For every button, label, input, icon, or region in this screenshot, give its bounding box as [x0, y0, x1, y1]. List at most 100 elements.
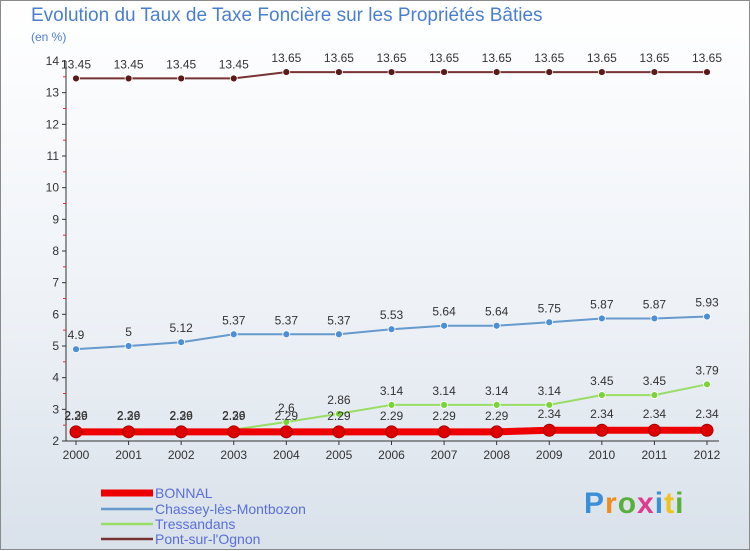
data-label: 2.34: [695, 407, 719, 421]
data-point: [229, 74, 238, 83]
chart-data-labels: 2.29 2.29 2.29 2.29 2.29 2.29 2.29 2.29 2.29 2.34…: [61, 51, 722, 423]
data-label: 5.37: [327, 313, 351, 327]
y-tick-label: 7: [52, 276, 59, 290]
data-label: 5.75: [538, 301, 562, 315]
data-label: 13.65: [639, 51, 669, 65]
data-point: [174, 425, 188, 439]
data-point: [597, 314, 606, 323]
data-point: [385, 425, 398, 439]
data-label: 2.29: [117, 409, 141, 423]
chart-axes: 2 3 4 5 6 7 8 9 10 11 12 13 14 2000 2001 2002 2003 2004 20…: [46, 54, 721, 462]
data-point: [332, 425, 346, 439]
data-label: 5.93: [695, 296, 719, 310]
data-label: 13.45: [166, 57, 196, 71]
data-label: 3.14: [485, 384, 509, 398]
data-label: 2.36: [64, 409, 88, 423]
data-point: [545, 68, 554, 76]
x-tick-label: 2011: [642, 448, 668, 462]
data-label: 2.29: [485, 409, 509, 423]
data-point: [545, 318, 554, 327]
data-label: 5.37: [275, 313, 299, 327]
x-tick-label: 2005: [326, 448, 353, 462]
data-label: 13.45: [61, 57, 91, 71]
y-tick-label: 13: [46, 86, 60, 100]
data-point: [177, 338, 186, 347]
data-label: 5.64: [485, 305, 509, 319]
data-point: [595, 423, 609, 437]
data-label: 3.45: [643, 374, 667, 388]
y-tick-label: 3: [52, 402, 59, 416]
data-point: [440, 68, 448, 76]
y-tick-label: 9: [52, 212, 59, 226]
data-label: 2.29: [222, 409, 246, 423]
logo-letter: i: [654, 487, 665, 520]
data-label: 2.86: [327, 393, 351, 407]
x-tick-label: 2004: [273, 448, 300, 462]
data-label: 5.12: [169, 321, 193, 335]
data-label: 5.87: [590, 297, 614, 311]
data-point: [282, 330, 291, 339]
data-point: [492, 321, 501, 330]
data-point: [282, 68, 291, 76]
legend-label-2: Tressandans: [155, 516, 235, 532]
data-label: 13.65: [534, 51, 564, 65]
data-point: [700, 423, 714, 437]
data-point: [72, 345, 80, 354]
data-point: [387, 400, 396, 409]
data-point: [437, 425, 451, 439]
x-tick-label: 2003: [220, 448, 247, 462]
data-point: [440, 321, 448, 330]
data-point: [597, 68, 606, 76]
data-point: [69, 425, 83, 439]
x-tick-label: 2000: [63, 448, 90, 462]
data-point: [440, 400, 448, 409]
data-point: [597, 391, 606, 399]
data-label: 5.53: [380, 308, 404, 322]
data-label: 5.87: [643, 297, 667, 311]
logo-letter: o: [617, 487, 638, 520]
legend-label-1: Chassey-lès-Montbozon: [155, 501, 306, 517]
data-point: [542, 423, 556, 437]
data-label: 2.29: [327, 409, 351, 423]
chart-subtitle: (en %): [31, 30, 67, 44]
data-point: [177, 74, 186, 83]
data-point: [124, 74, 133, 83]
data-label: 4.9: [68, 328, 85, 342]
data-point: [124, 342, 133, 350]
data-point: [703, 312, 711, 321]
x-tick-label: 2009: [536, 448, 563, 462]
data-label: 5: [125, 325, 132, 339]
logo-letter: i: [675, 487, 685, 520]
data-label: 2.36: [169, 409, 193, 423]
data-label: 13.65: [429, 51, 459, 65]
data-label: 2.6: [278, 401, 295, 415]
data-label: 13.65: [271, 51, 301, 65]
chart-legend: BONNALChassey-lès-MontbozonTressandansPo…: [101, 485, 306, 547]
x-tick-label: 2008: [483, 448, 510, 462]
data-label: 2.29: [432, 409, 456, 423]
data-label: 5.64: [432, 305, 456, 319]
data-label: 3.79: [695, 363, 719, 377]
y-tick-label: 12: [46, 117, 60, 131]
data-label: 2.34: [643, 407, 667, 421]
legend-label-0: BONNAL: [155, 485, 213, 501]
data-label: 3.14: [538, 384, 562, 398]
data-point: [492, 68, 501, 76]
data-point: [72, 74, 80, 83]
data-label: 13.65: [692, 51, 722, 65]
data-point: [650, 391, 659, 399]
y-tick-label: 2: [52, 434, 59, 448]
data-label: 2.29: [380, 409, 404, 423]
data-label: 13.65: [376, 51, 406, 65]
data-label: 13.45: [114, 57, 144, 71]
data-point: [227, 425, 241, 439]
proxiti-logo: Proxiti: [584, 487, 684, 521]
y-tick-label: 11: [47, 149, 60, 163]
x-tick-label: 2001: [115, 448, 142, 462]
y-tick-label: 10: [46, 181, 60, 195]
logo-letter: P: [584, 487, 606, 520]
data-label: 5.37: [222, 313, 246, 327]
x-tick-label: 2007: [431, 448, 458, 462]
y-tick-label: 4: [52, 371, 59, 385]
data-label: 13.65: [587, 51, 617, 65]
